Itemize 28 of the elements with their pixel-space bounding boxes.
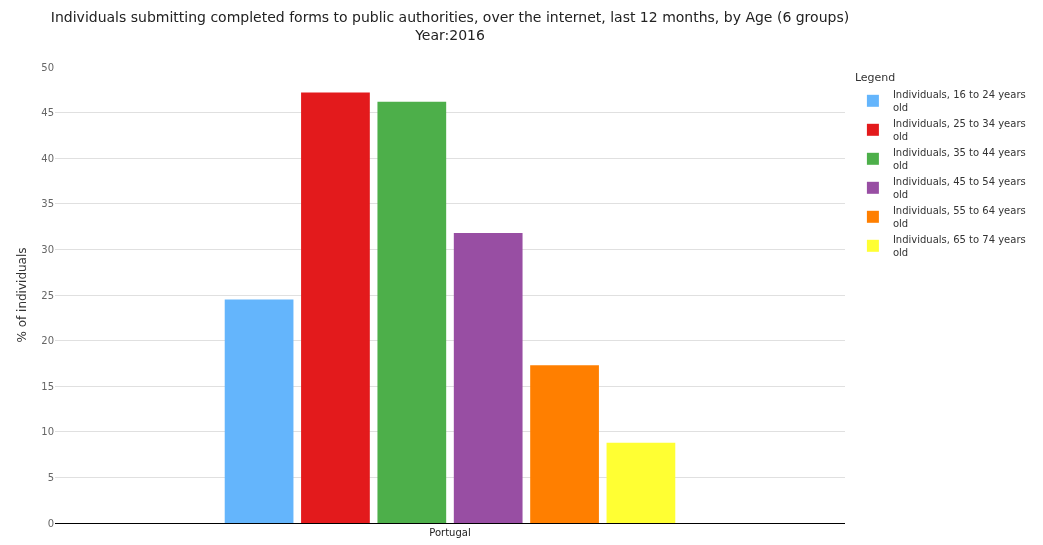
- chart-title: Individuals submitting completed forms to public authorities, over the internet, last 12 months, by Age (6 groups): [50, 8, 850, 25]
- y-tick-label: 15: [41, 380, 54, 392]
- y-axis-title: % of individuals: [14, 247, 29, 343]
- y-tick-label: 45: [41, 107, 54, 119]
- bar: [224, 299, 294, 523]
- y-tick-label: 30: [41, 243, 54, 255]
- y-tick-label: 35: [41, 198, 54, 210]
- bar: [606, 442, 676, 523]
- bar: [530, 365, 599, 523]
- bar: [301, 92, 370, 523]
- legend-label: Individuals, 45 to 54 years old: [892, 176, 1026, 201]
- y-tick-label: 20: [41, 335, 54, 347]
- y-tick-label: 10: [41, 426, 54, 438]
- chart-subtitle: Year:2016: [414, 27, 485, 43]
- legend-title: Legend: [854, 71, 896, 85]
- y-tick-label: 5: [47, 471, 54, 483]
- y-tick-label: 0: [47, 517, 54, 529]
- y-tick-label: 50: [41, 61, 54, 73]
- legend-label: Individuals, 65 to 74 years old: [892, 234, 1026, 259]
- legend-label: Individuals, 16 to 24 years old: [892, 89, 1026, 114]
- bar: [453, 232, 523, 523]
- x-tick-label: Portugal: [429, 527, 471, 538]
- legend-label: Individuals, 25 to 34 years old: [892, 118, 1026, 143]
- legend-label: Individuals, 55 to 64 years old: [892, 205, 1026, 230]
- legend-label: Individuals, 35 to 44 years old: [892, 147, 1026, 172]
- y-tick-label: 25: [41, 289, 54, 301]
- bar: [377, 101, 447, 523]
- y-tick-label: 40: [41, 152, 54, 164]
